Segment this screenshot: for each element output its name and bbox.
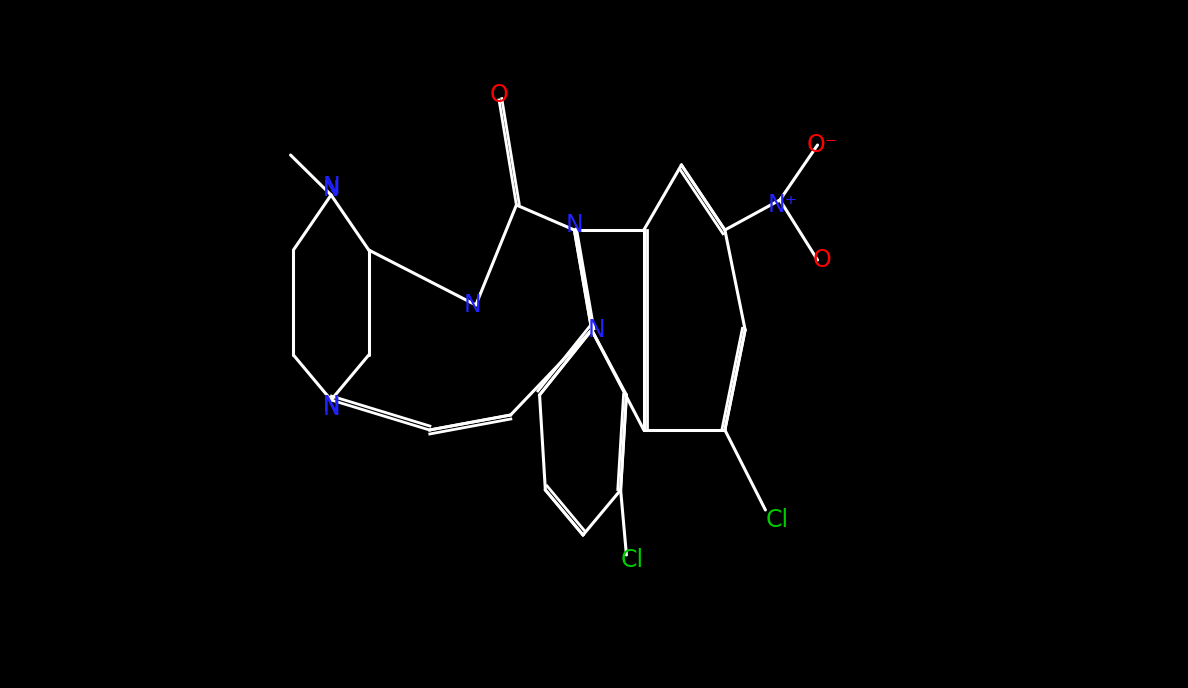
Text: N: N [465, 293, 482, 317]
Text: O: O [813, 248, 832, 272]
Text: Cl: Cl [765, 508, 789, 532]
Text: N: N [322, 396, 340, 420]
Text: N: N [565, 213, 583, 237]
Text: N: N [323, 395, 340, 415]
Text: Cl: Cl [620, 548, 644, 572]
Text: O: O [489, 83, 508, 107]
Text: N: N [322, 175, 340, 199]
Text: N⁺: N⁺ [767, 193, 798, 217]
Text: N: N [323, 180, 340, 200]
Text: N: N [587, 318, 605, 342]
Text: O⁻: O⁻ [807, 133, 838, 157]
